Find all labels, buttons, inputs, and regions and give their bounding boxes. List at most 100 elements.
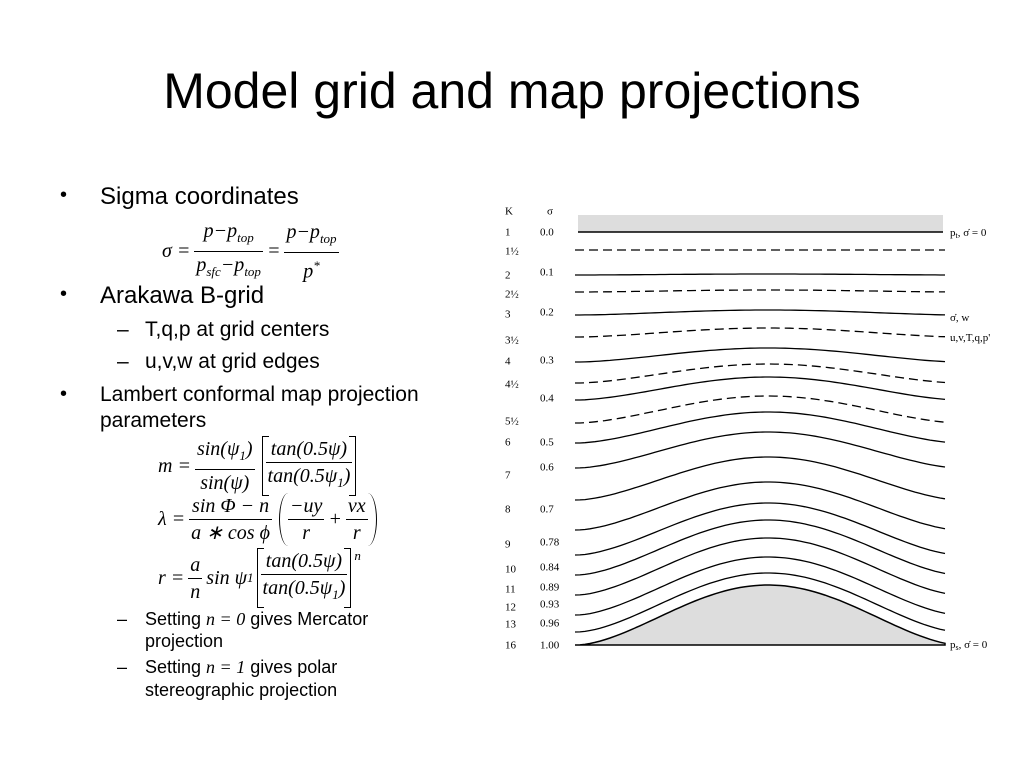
text: σ = — [162, 240, 191, 262]
sigma-level — [575, 347, 946, 363]
terrain — [574, 584, 946, 646]
bullet: Lambert conformal map projection — [100, 383, 419, 406]
label-part: s — [956, 643, 959, 652]
label-part: p — [950, 227, 956, 239]
sigma-label: 0.1 — [540, 267, 554, 279]
right-label: pt, σ̇ = 0 — [950, 227, 987, 240]
element: tan(0.5ψ1) — [261, 575, 348, 608]
text: vx — [345, 493, 368, 520]
text: λ = — [158, 508, 186, 530]
text: n = 1 — [206, 657, 246, 677]
sigma-level — [574, 431, 946, 469]
k-label: 4½ — [505, 379, 519, 391]
sigma-level — [575, 411, 946, 444]
text: p — [196, 254, 207, 276]
text: * — [313, 257, 320, 273]
element: sin(ψ1) sin(ψ) — [194, 436, 255, 496]
text: top — [244, 264, 261, 279]
element: • — [60, 383, 68, 405]
element: p* — [284, 253, 338, 285]
sigma-level — [575, 327, 946, 338]
k-label: 5½ — [505, 416, 519, 428]
text: a — [188, 552, 203, 579]
k-label: 10 — [505, 564, 517, 576]
sigma-level — [574, 481, 946, 531]
text: + — [328, 508, 342, 530]
element: p−ptop — [194, 218, 263, 252]
text: ) — [338, 577, 346, 599]
sigma-label: 0.89 — [540, 582, 560, 594]
text: −p — [220, 254, 245, 276]
k-label: 2 — [505, 270, 511, 282]
label-part: , σ̇ = 0 — [958, 227, 987, 239]
text: sin(ψ — [196, 438, 240, 460]
element: tan(0.5ψ1) — [266, 463, 353, 496]
text: p−p — [203, 220, 238, 242]
text: sfc — [206, 264, 221, 279]
element: – — [117, 657, 128, 677]
element: – — [117, 350, 129, 373]
text: ) — [245, 438, 253, 460]
element: tan(0.5ψ) tan(0.5ψ1) — [265, 436, 353, 496]
text: sin(ψ) — [200, 472, 250, 494]
right-label: u,v,T,q,p' — [950, 332, 990, 344]
text: tan(0.5ψ) — [265, 436, 353, 463]
text: gives Mercator — [245, 609, 369, 629]
text: n — [354, 548, 361, 563]
element: p−ptop p* — [284, 219, 339, 285]
element: psfc−ptop — [194, 252, 263, 285]
sub-bullet: stereographic projection — [145, 680, 338, 700]
sigma-label: 1.00 — [540, 640, 560, 652]
sigma-level — [575, 309, 946, 316]
sigma-label: 0.96 — [540, 618, 560, 630]
text: tan(0.5ψ — [262, 577, 333, 599]
text: p — [303, 260, 314, 283]
sigma-label: 0.78 — [540, 537, 560, 549]
text: tan(0.5ψ) — [260, 548, 348, 575]
text: n — [190, 580, 201, 603]
text: 1 — [332, 587, 339, 602]
bullet: parameters — [100, 409, 207, 432]
text: r — [302, 522, 311, 544]
text: top — [319, 230, 337, 246]
column-header: σ — [547, 206, 553, 218]
text: 1 — [337, 475, 344, 490]
sigma-label: 0.3 — [540, 355, 554, 367]
sub-bullet: projection — [145, 631, 224, 651]
element: tan(0.5ψ) tan(0.5ψ1) — [261, 436, 357, 496]
sigma-level — [575, 289, 945, 293]
element: p−ptop psfc−ptop — [194, 218, 263, 285]
text: top — [237, 230, 254, 245]
label-part: σ̇, w — [950, 312, 969, 324]
element: tan(0.5ψ) tan(0.5ψ1) — [260, 548, 348, 608]
label-part: t — [956, 231, 959, 240]
column-header: K — [505, 206, 513, 218]
equation: σ = p−ptop psfc−ptop = p−ptop p* — [162, 218, 343, 285]
sigma-level — [575, 395, 946, 424]
element: −uy r — [287, 493, 325, 546]
element: • — [60, 184, 68, 206]
text: Setting — [145, 657, 207, 677]
text: gives polar — [245, 657, 338, 677]
k-label: 4 — [505, 356, 511, 368]
sigma-label: 0.2 — [540, 307, 554, 319]
sigma-level — [574, 502, 946, 556]
text: m = — [158, 454, 191, 477]
sub-bullet: Setting n = 1 gives polar — [145, 657, 337, 678]
element: – — [117, 318, 129, 341]
text: a ∗ cos ϕ — [191, 522, 270, 544]
sigma-label: 0.84 — [540, 562, 560, 574]
k-label: 6 — [505, 437, 511, 449]
text: = — [266, 240, 281, 262]
element: – — [117, 609, 128, 629]
k-label: 3½ — [505, 335, 519, 347]
bullet: Arakawa B-grid — [100, 282, 265, 309]
sigma-label: 0.7 — [540, 504, 554, 516]
k-label: 9 — [505, 539, 511, 551]
